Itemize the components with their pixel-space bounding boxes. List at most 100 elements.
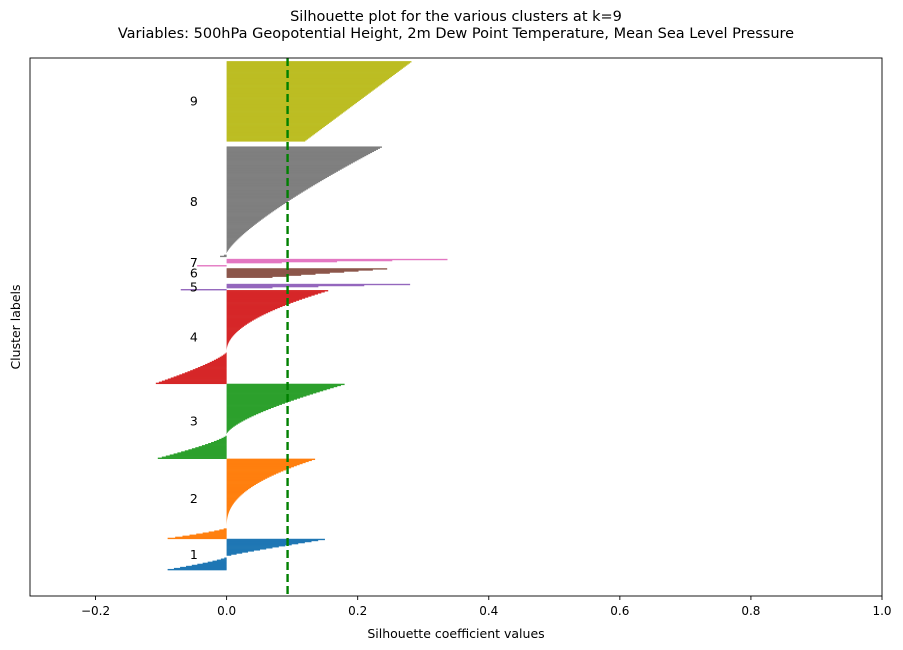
silhouette-bar — [226, 326, 243, 328]
x-tick-label: 0.4 — [479, 604, 498, 618]
silhouette-bar — [226, 209, 275, 212]
silhouette-bar — [226, 244, 233, 246]
silhouette-bar — [226, 196, 295, 198]
silhouette-bar — [226, 300, 297, 302]
silhouette-bar — [226, 515, 228, 518]
silhouette-bar — [197, 265, 227, 267]
silhouette-bar — [226, 419, 246, 421]
silhouette-bar — [226, 270, 359, 272]
silhouette-bar — [226, 180, 321, 183]
silhouette-bar — [226, 332, 236, 335]
silhouette-bar — [226, 213, 270, 215]
silhouette-bar — [226, 65, 406, 67]
y-axis-label: Cluster labels — [8, 284, 23, 369]
cluster-labels: 1 2 3 4 567 8 9 — [190, 94, 198, 562]
silhouette-bar — [226, 149, 377, 151]
silhouette-bar — [226, 67, 404, 69]
silhouette-bar — [226, 501, 235, 503]
silhouette-bar — [226, 502, 234, 504]
silhouette-bar — [226, 221, 259, 223]
silhouette-bar — [226, 226, 252, 228]
silhouette-bar — [226, 482, 258, 484]
silhouette-bar — [226, 248, 229, 250]
cluster-2-bars — [167, 458, 316, 540]
chart-subtitle: Variables: 500hPa Geopotential Height, 2… — [118, 26, 794, 42]
silhouette-bar — [226, 242, 235, 244]
silhouette-bar — [226, 201, 287, 203]
silhouette-bar — [226, 182, 317, 185]
silhouette-bar — [226, 161, 355, 163]
silhouette-bar — [202, 364, 227, 367]
silhouette-bar — [226, 409, 266, 412]
silhouette-bar — [226, 115, 339, 117]
silhouette-bar — [226, 318, 256, 320]
silhouette-bar — [226, 229, 248, 232]
silhouette-bar — [226, 81, 384, 84]
silhouette-bar — [226, 512, 229, 515]
silhouette-bar — [226, 195, 297, 197]
silhouette-bar — [170, 377, 227, 379]
silhouette-bar — [226, 82, 383, 85]
cluster-label-7: 7 — [190, 255, 198, 270]
silhouette-bar — [226, 183, 315, 186]
silhouette-bar — [226, 554, 232, 556]
silhouette-bar — [226, 271, 345, 273]
silhouette-bar — [226, 407, 271, 410]
silhouette-bar — [226, 152, 371, 155]
silhouette-bar — [182, 373, 227, 375]
silhouette-bars — [155, 61, 448, 571]
silhouette-bar — [226, 342, 229, 344]
silhouette-bar — [226, 297, 306, 299]
silhouette-bar — [226, 481, 260, 483]
silhouette-bar — [226, 129, 320, 132]
silhouette-bar — [219, 529, 227, 531]
silhouette-bar — [226, 485, 253, 488]
silhouette-bar — [226, 218, 263, 220]
silhouette-bar — [226, 477, 268, 479]
silhouette-bar — [226, 306, 280, 309]
silhouette-bar — [226, 325, 245, 327]
silhouette-bar — [155, 382, 227, 385]
silhouette-bar — [173, 376, 227, 378]
silhouette-bar — [226, 198, 292, 200]
silhouette-bar — [226, 102, 356, 105]
silhouette-bar — [226, 420, 244, 422]
silhouette-bar — [226, 333, 235, 336]
silhouette-bar — [226, 414, 254, 417]
silhouette-bar — [226, 62, 411, 64]
silhouette-bar — [226, 157, 361, 160]
silhouette-bar — [226, 395, 307, 397]
silhouette-bar — [165, 455, 227, 457]
silhouette-bar — [226, 207, 278, 210]
silhouette-bar — [226, 96, 364, 98]
silhouette-bar — [212, 560, 227, 563]
silhouette-bar — [226, 173, 333, 175]
silhouette-bar — [189, 534, 227, 536]
silhouette-bar — [226, 503, 234, 505]
silhouette-bar — [226, 61, 412, 63]
silhouette-bar — [226, 323, 248, 325]
silhouette-bar — [226, 308, 275, 311]
silhouette-bar — [226, 200, 289, 202]
silhouette-bar — [226, 69, 401, 71]
silhouette-bar — [226, 176, 328, 179]
silhouette-bar — [226, 468, 289, 470]
silhouette-bar — [220, 558, 227, 560]
silhouette-bar — [226, 127, 323, 130]
silhouette-bar — [213, 440, 227, 443]
cluster-label-2: 2 — [190, 491, 198, 506]
silhouette-bar — [211, 360, 227, 363]
silhouette-bar — [226, 194, 298, 196]
silhouette-bar — [226, 222, 257, 224]
silhouette-bar — [226, 331, 237, 334]
silhouette-bar — [224, 353, 227, 355]
silhouette-bar — [226, 496, 240, 498]
silhouette-bar — [226, 324, 246, 326]
silhouette-bar — [226, 241, 236, 243]
silhouette-bar — [219, 438, 227, 441]
silhouette-bar — [209, 361, 227, 364]
silhouette-bar — [226, 164, 350, 166]
silhouette-bar — [226, 459, 312, 462]
silhouette-bar — [198, 446, 227, 448]
silhouette-bar — [226, 184, 314, 187]
